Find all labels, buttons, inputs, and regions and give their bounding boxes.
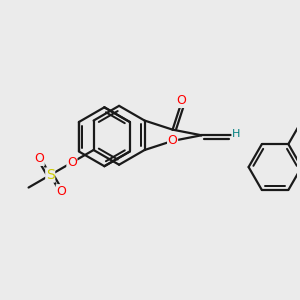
Text: O: O bbox=[67, 156, 77, 169]
Text: O: O bbox=[56, 185, 66, 198]
Text: O: O bbox=[176, 94, 186, 107]
Text: S: S bbox=[46, 168, 55, 182]
Text: H: H bbox=[232, 129, 240, 139]
Text: O: O bbox=[34, 152, 44, 165]
Text: O: O bbox=[168, 134, 178, 147]
